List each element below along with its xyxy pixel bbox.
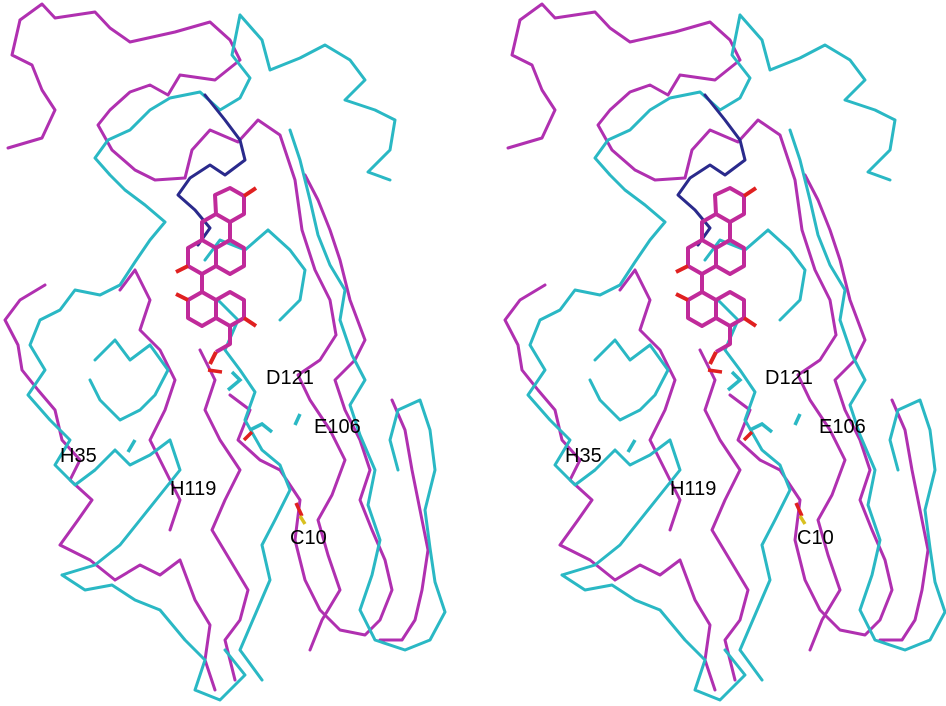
label-h119-right: H119: [670, 478, 716, 500]
label-c10-left: C10: [290, 527, 327, 549]
label-h119-left: H119: [170, 478, 216, 500]
label-d121-right: D121: [765, 367, 813, 389]
stereo-view-right: [503, 2, 946, 702]
stereo-view-left: [3, 2, 447, 702]
label-e106-right: E106: [819, 416, 866, 438]
label-h35-left: H35: [60, 445, 97, 467]
label-d121-left: D121: [266, 367, 314, 389]
label-h35-right: H35: [565, 445, 602, 467]
label-c10-right: C10: [797, 527, 834, 549]
label-e106-left: E106: [314, 416, 361, 438]
